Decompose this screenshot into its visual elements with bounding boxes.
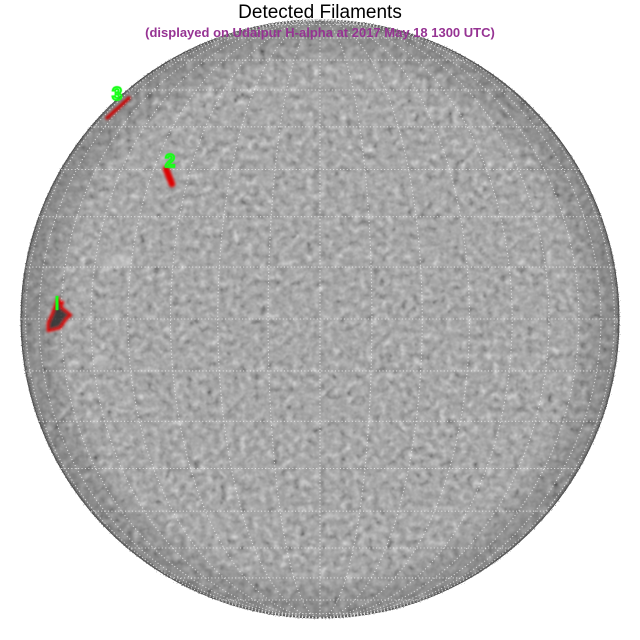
svg-text:2: 2 [165, 151, 175, 171]
svg-text:3: 3 [112, 84, 122, 104]
